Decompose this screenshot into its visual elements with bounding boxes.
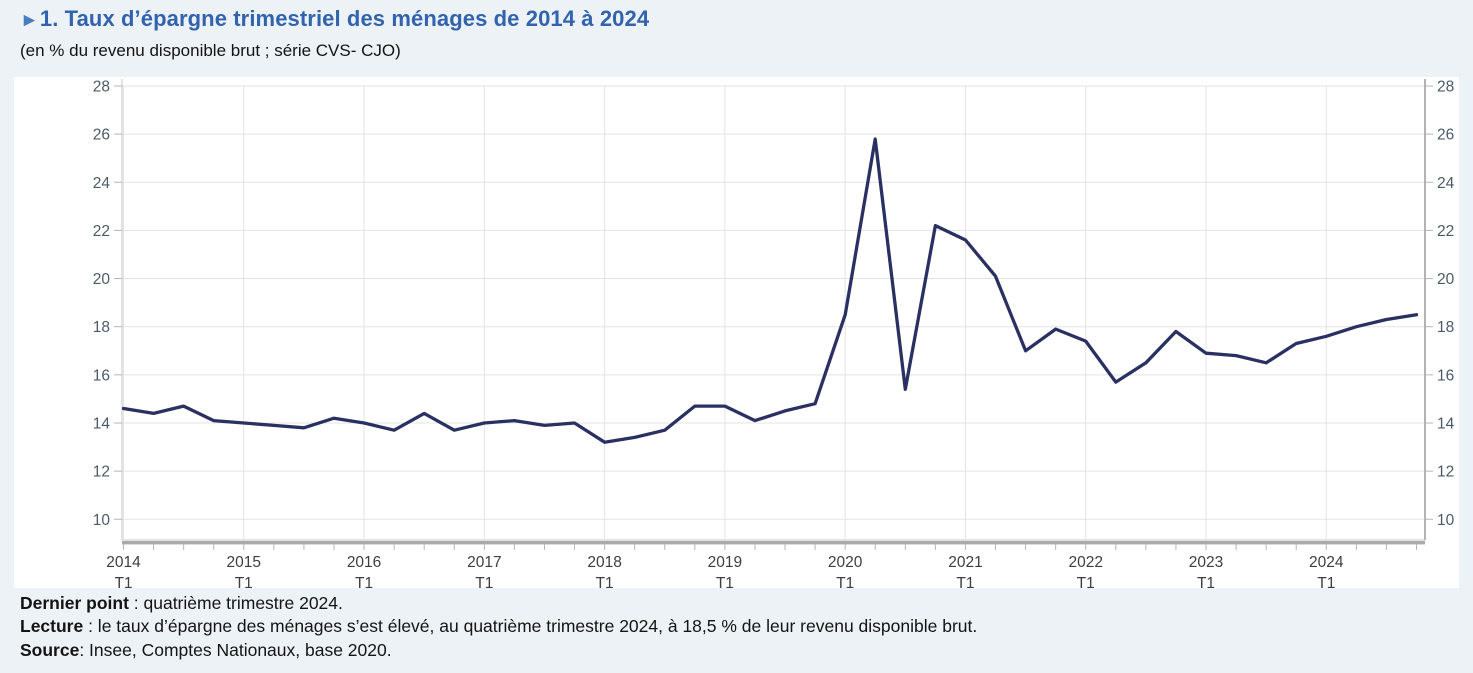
svg-text:T1: T1 <box>1077 575 1095 588</box>
svg-text:14: 14 <box>93 415 111 432</box>
triangle-marker-icon: ► <box>20 10 39 31</box>
svg-text:18: 18 <box>1437 319 1454 336</box>
chart-panel: 28 28 26 26 24 24 22 22 20 20 18 18 16 16 14 14 12 12 10 10… <box>14 77 1459 588</box>
svg-text:T1: T1 <box>235 575 253 588</box>
svg-text:22: 22 <box>1437 223 1454 240</box>
note-lecture: Lecture : le taux d’épargne des ménages … <box>20 616 978 637</box>
chart-notes: Dernier point : quatrième trimestre 2024… <box>20 592 977 662</box>
svg-text:T1: T1 <box>475 575 493 588</box>
svg-text:T1: T1 <box>355 575 373 588</box>
svg-text:2014: 2014 <box>106 554 141 571</box>
page-title-text: 1. Taux d’épargne trimestriel des ménage… <box>39 6 650 31</box>
svg-text:16: 16 <box>93 367 110 384</box>
svg-text:22: 22 <box>93 223 110 240</box>
svg-text:2016: 2016 <box>347 554 381 571</box>
svg-text:24: 24 <box>93 175 111 192</box>
note-dernier-point: Dernier point : quatrième trimestre 2024… <box>20 593 343 613</box>
svg-text:2022: 2022 <box>1068 554 1102 571</box>
svg-text:28: 28 <box>1437 79 1454 96</box>
svg-text:2021: 2021 <box>948 554 982 571</box>
svg-text:20: 20 <box>93 271 111 288</box>
svg-text:T1: T1 <box>596 575 614 588</box>
svg-text:26: 26 <box>93 127 110 144</box>
svg-text:T1: T1 <box>1197 575 1215 588</box>
svg-text:T1: T1 <box>716 575 734 588</box>
svg-text:24: 24 <box>1437 175 1455 192</box>
svg-text:2017: 2017 <box>467 554 501 571</box>
svg-text:26: 26 <box>1437 127 1454 144</box>
svg-text:T1: T1 <box>1317 575 1335 588</box>
svg-text:20: 20 <box>1437 271 1455 288</box>
svg-text:10: 10 <box>1437 512 1455 529</box>
note-source: Source: Insee, Comptes Nationaux, base 2… <box>20 639 392 660</box>
svg-text:28: 28 <box>93 79 110 96</box>
chart-subtitle: (en % du revenu disponible brut ; série … <box>20 41 401 60</box>
svg-text:14: 14 <box>1437 415 1455 432</box>
svg-text:2024: 2024 <box>1309 554 1344 571</box>
svg-text:10: 10 <box>93 512 111 529</box>
svg-text:2020: 2020 <box>828 554 863 571</box>
svg-text:12: 12 <box>1437 464 1454 481</box>
svg-text:2018: 2018 <box>587 554 621 571</box>
svg-text:2015: 2015 <box>227 554 261 571</box>
svg-text:T1: T1 <box>114 575 132 588</box>
page-title: ►1. Taux d’épargne trimestriel des ménag… <box>20 5 649 35</box>
svg-text:T1: T1 <box>956 575 974 588</box>
svg-text:T1: T1 <box>836 575 854 588</box>
svg-text:2023: 2023 <box>1189 554 1223 571</box>
svg-text:12: 12 <box>93 464 110 481</box>
svg-text:18: 18 <box>93 319 110 336</box>
svg-text:2019: 2019 <box>708 554 742 571</box>
svg-text:16: 16 <box>1437 367 1454 384</box>
